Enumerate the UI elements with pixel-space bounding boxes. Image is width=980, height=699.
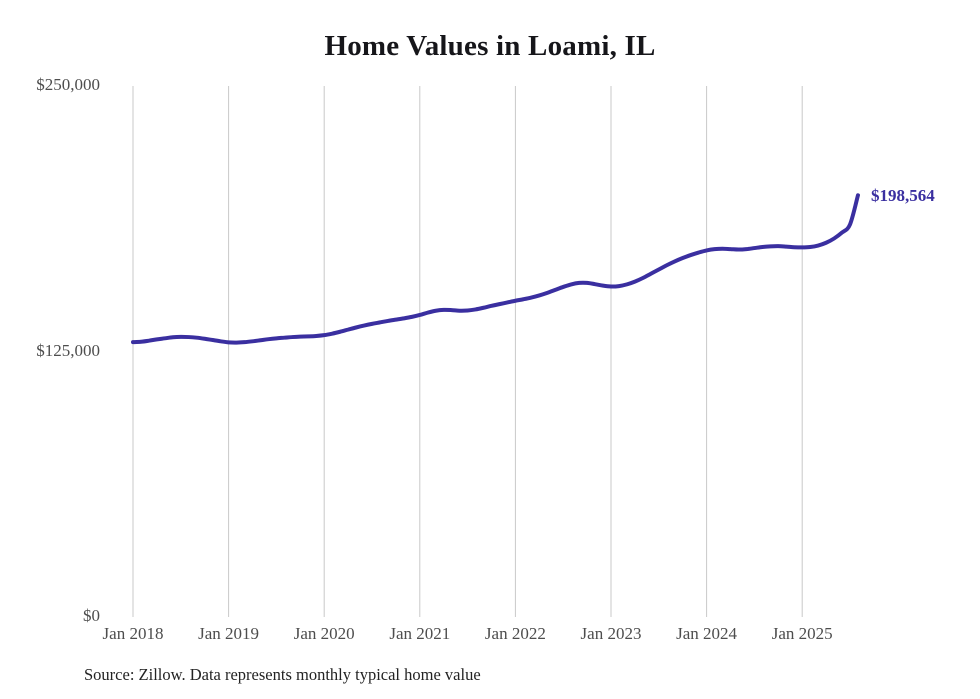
home-value-line-series (131, 193, 860, 345)
x-tick-label: Jan 2023 (580, 624, 642, 643)
source-note: Source: Zillow. Data represents monthly … (84, 665, 481, 684)
x-tick-label: Jan 2024 (676, 624, 738, 643)
x-tick-label: Jan 2020 (293, 624, 355, 643)
last-value-annotation: $198,564 (870, 186, 935, 206)
y-tick-label: $0 (83, 606, 100, 625)
x-tick-label: Jan 2018 (102, 624, 164, 643)
x-tick-label: Jan 2025 (771, 624, 833, 643)
gridlines-group (132, 86, 803, 617)
y-tick-label: $250,000 (36, 75, 100, 94)
x-tick-label: Jan 2022 (484, 624, 546, 643)
x-tick-label: Jan 2019 (198, 624, 260, 643)
chart-title: Home Values in Loami, IL (324, 30, 656, 62)
y-tick-label: $125,000 (36, 340, 100, 360)
x-tick-label: Jan 2021 (389, 624, 451, 643)
